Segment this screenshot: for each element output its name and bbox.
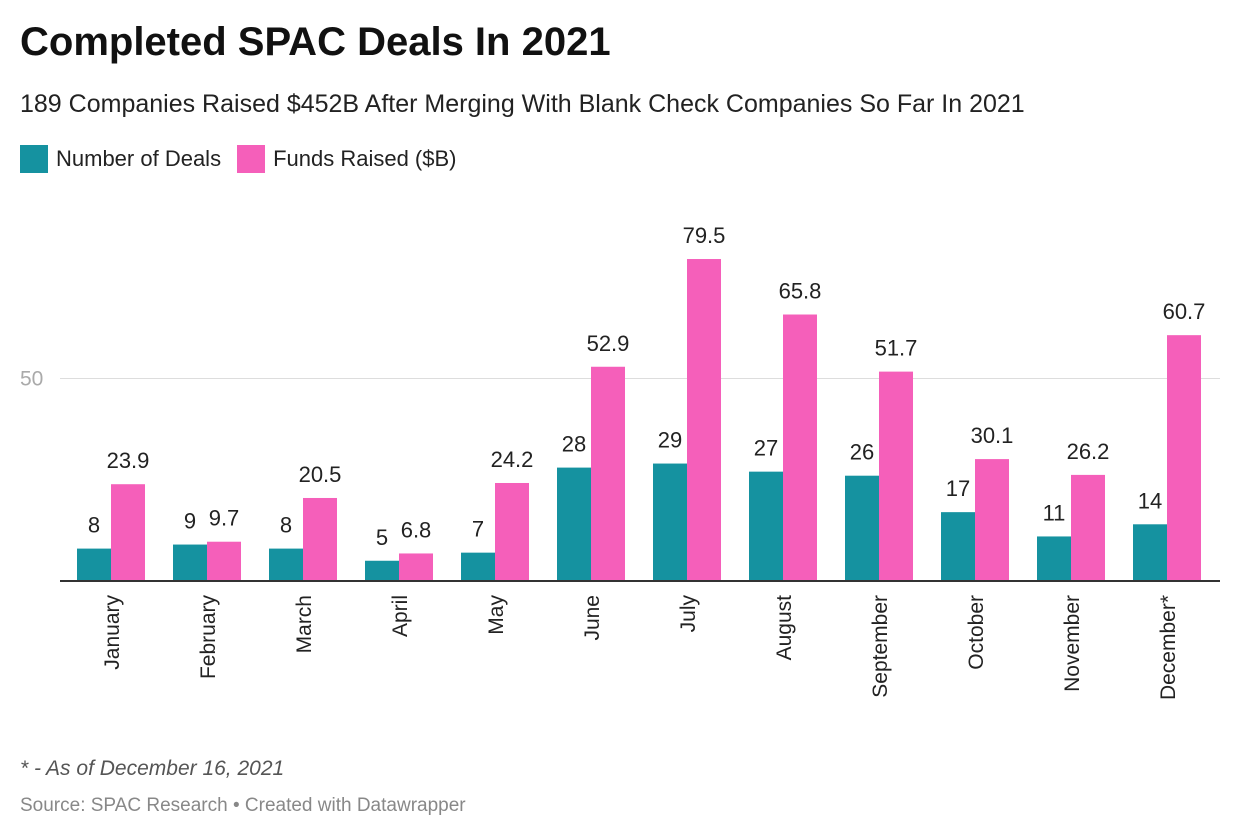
bar-funds-8 — [783, 314, 817, 581]
bar-funds-1 — [111, 484, 145, 581]
legend-swatch-funds — [237, 145, 266, 173]
data-label-deals-7: 29 — [658, 428, 682, 453]
x-tick-label-10: October — [965, 595, 988, 670]
data-label-deals-2: 9 — [184, 509, 196, 534]
data-label-funds-1: 23.9 — [107, 448, 150, 473]
data-label-funds-10: 30.1 — [971, 423, 1014, 448]
data-label-funds-6: 52.9 — [587, 331, 630, 356]
bar-deals-7 — [653, 463, 687, 581]
bar-deals-9 — [845, 475, 879, 581]
x-tick-label-7: July — [677, 595, 700, 633]
data-label-funds-5: 24.2 — [491, 447, 534, 472]
data-label-deals-1: 8 — [88, 513, 100, 538]
bar-funds-4 — [399, 553, 433, 581]
x-tick-label-6: June — [581, 595, 604, 641]
bar-deals-5 — [461, 552, 495, 581]
chart-title: Completed SPAC Deals In 2021 — [20, 20, 611, 64]
data-label-deals-9: 26 — [850, 440, 874, 465]
x-tick-label-12: December* — [1157, 595, 1180, 700]
legend-label-funds: Funds Raised ($B) — [273, 146, 457, 171]
data-label-funds-11: 26.2 — [1067, 439, 1110, 464]
data-label-deals-11: 11 — [1043, 500, 1066, 525]
source-credit: Source: SPAC Research • Created with Dat… — [20, 795, 466, 816]
legend-item-funds: Funds Raised ($B) — [237, 145, 457, 173]
data-label-funds-3: 20.5 — [299, 462, 342, 487]
bar-deals-8 — [749, 471, 783, 581]
data-label-deals-4: 5 — [376, 525, 388, 550]
data-label-deals-5: 7 — [472, 517, 484, 542]
bar-funds-6 — [591, 366, 625, 581]
x-tick-label-3: March — [293, 595, 316, 653]
bar-deals-4 — [365, 560, 399, 581]
data-label-deals-3: 8 — [280, 513, 292, 538]
legend-item-deals: Number of Deals — [20, 145, 221, 173]
legend-swatch-deals — [20, 145, 48, 173]
data-label-funds-7: 79.5 — [683, 223, 726, 248]
legend-label-deals: Number of Deals — [56, 146, 222, 171]
bar-deals-12 — [1133, 524, 1167, 581]
footnote: * - As of December 16, 2021 — [20, 757, 285, 780]
bar-funds-7 — [687, 259, 721, 581]
x-tick-label-4: April — [389, 595, 412, 637]
x-tick-label-5: May — [485, 595, 508, 635]
bar-funds-11 — [1071, 474, 1105, 581]
y-tick-label-50: 50 — [20, 368, 43, 391]
bar-deals-10 — [941, 512, 975, 581]
bar-deals-1 — [77, 548, 111, 581]
bar-deals-2 — [173, 544, 207, 581]
bar-funds-3 — [303, 497, 337, 581]
bar-funds-2 — [207, 541, 241, 581]
bar-deals-3 — [269, 548, 303, 581]
bar-chart: 50 8 23.9 January 9 9.7 February 8 20.5 March 5 6.8… — [20, 223, 1220, 700]
chart-legend: Number of Deals Funds Raised ($B) — [20, 145, 473, 173]
bar-deals-6 — [557, 467, 591, 581]
x-tick-label-11: November — [1061, 595, 1084, 692]
bar-funds-10 — [975, 459, 1009, 581]
data-label-funds-2: 9.7 — [209, 506, 240, 531]
data-label-funds-4: 6.8 — [401, 517, 432, 542]
data-label-funds-9: 51.7 — [875, 336, 918, 361]
x-tick-label-9: September — [869, 595, 892, 698]
x-tick-label-8: August — [773, 595, 796, 661]
bar-deals-11 — [1037, 536, 1071, 581]
x-tick-label-2: February — [197, 595, 220, 680]
data-label-deals-10: 17 — [946, 476, 970, 501]
data-label-funds-12: 60.7 — [1163, 299, 1206, 324]
data-label-deals-12: 14 — [1138, 488, 1162, 513]
bar-funds-9 — [879, 371, 913, 581]
bar-funds-12 — [1167, 335, 1201, 581]
data-label-deals-6: 28 — [562, 432, 586, 457]
bar-funds-5 — [495, 482, 529, 581]
chart-subtitle: 189 Companies Raised $452B After Merging… — [20, 90, 1025, 118]
x-tick-label-1: January — [101, 595, 124, 670]
data-label-deals-8: 27 — [754, 436, 778, 461]
data-label-funds-8: 65.8 — [779, 279, 822, 304]
